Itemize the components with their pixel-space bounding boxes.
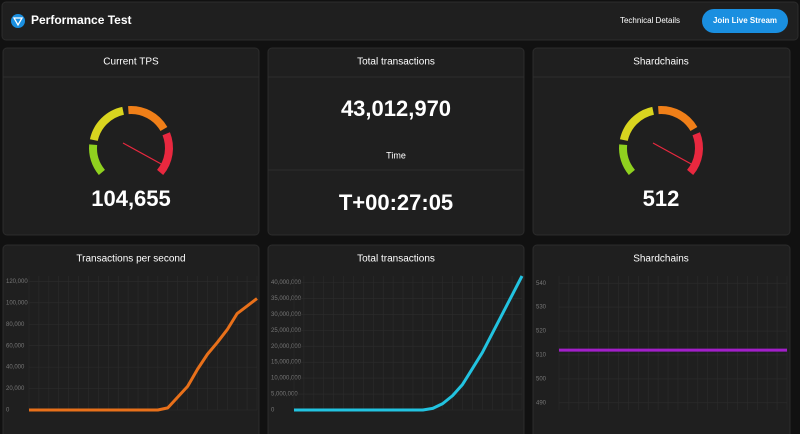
chart-title: Shardchains	[633, 254, 689, 265]
card	[2, 244, 260, 434]
card-title: Total transactions	[357, 57, 435, 68]
stat-value: T+00:27:05	[339, 190, 453, 215]
y-tick-label: 25,000,000	[271, 328, 302, 334]
gauge-arc	[658, 106, 698, 132]
chart-title: Transactions per second	[76, 254, 185, 265]
y-tick-label: 15,000,000	[271, 360, 302, 366]
gauge-arc	[156, 132, 173, 175]
card	[267, 244, 525, 434]
y-tick-label: 30,000,000	[271, 312, 302, 318]
y-tick-label: 0	[6, 408, 10, 414]
card	[532, 244, 791, 434]
gauge-arc	[686, 132, 703, 175]
app-title: Performance Test	[31, 13, 131, 27]
data-line	[29, 297, 258, 412]
header-bar	[1, 1, 799, 41]
y-tick-label: 10,000,000	[271, 376, 302, 382]
card	[2, 47, 260, 236]
y-tick-label: 20,000,000	[271, 344, 302, 350]
gauge-needle	[652, 142, 694, 166]
y-tick-label: 510	[536, 353, 547, 359]
gauge-arc	[619, 106, 655, 142]
gauge-needle	[122, 142, 164, 166]
y-tick-label: 520	[536, 329, 547, 335]
y-tick-label: 490	[536, 400, 547, 406]
y-tick-label: 500	[536, 376, 547, 382]
card-title: Shardchains	[633, 57, 689, 68]
card-title: Time	[386, 150, 406, 160]
y-tick-label: 530	[536, 305, 547, 311]
y-tick-label: 5,000,000	[271, 392, 298, 398]
y-tick-label: 20,000	[6, 386, 25, 392]
y-tick-label: 120,000	[6, 279, 28, 285]
gauge-arc	[89, 144, 106, 175]
y-tick-label: 60,000	[6, 343, 25, 349]
y-tick-label: 0	[271, 408, 275, 414]
y-tick-label: 540	[536, 281, 547, 287]
card	[267, 47, 525, 236]
gauge-arc	[128, 106, 168, 132]
join-button[interactable]	[702, 9, 788, 33]
y-tick-label: 100,000	[6, 300, 28, 306]
gauge-arc	[89, 106, 125, 142]
technical-details-link[interactable]: Technical Details	[620, 16, 680, 25]
chart-title: Total transactions	[357, 254, 435, 265]
stat-value: 43,012,970	[341, 96, 451, 121]
gauge-arc	[619, 144, 636, 175]
stat-value: 512	[643, 186, 680, 211]
join-button-label[interactable]: Join Live Stream	[713, 16, 777, 25]
y-tick-label: 80,000	[6, 322, 25, 328]
y-tick-label: 40,000,000	[271, 280, 302, 286]
data-line	[294, 275, 524, 412]
card	[532, 47, 791, 236]
logo-mark	[12, 17, 24, 27]
y-tick-label: 35,000,000	[271, 296, 302, 302]
y-tick-label: 40,000	[6, 365, 25, 371]
stat-value: 104,655	[91, 186, 171, 211]
card-title: Current TPS	[103, 57, 159, 68]
